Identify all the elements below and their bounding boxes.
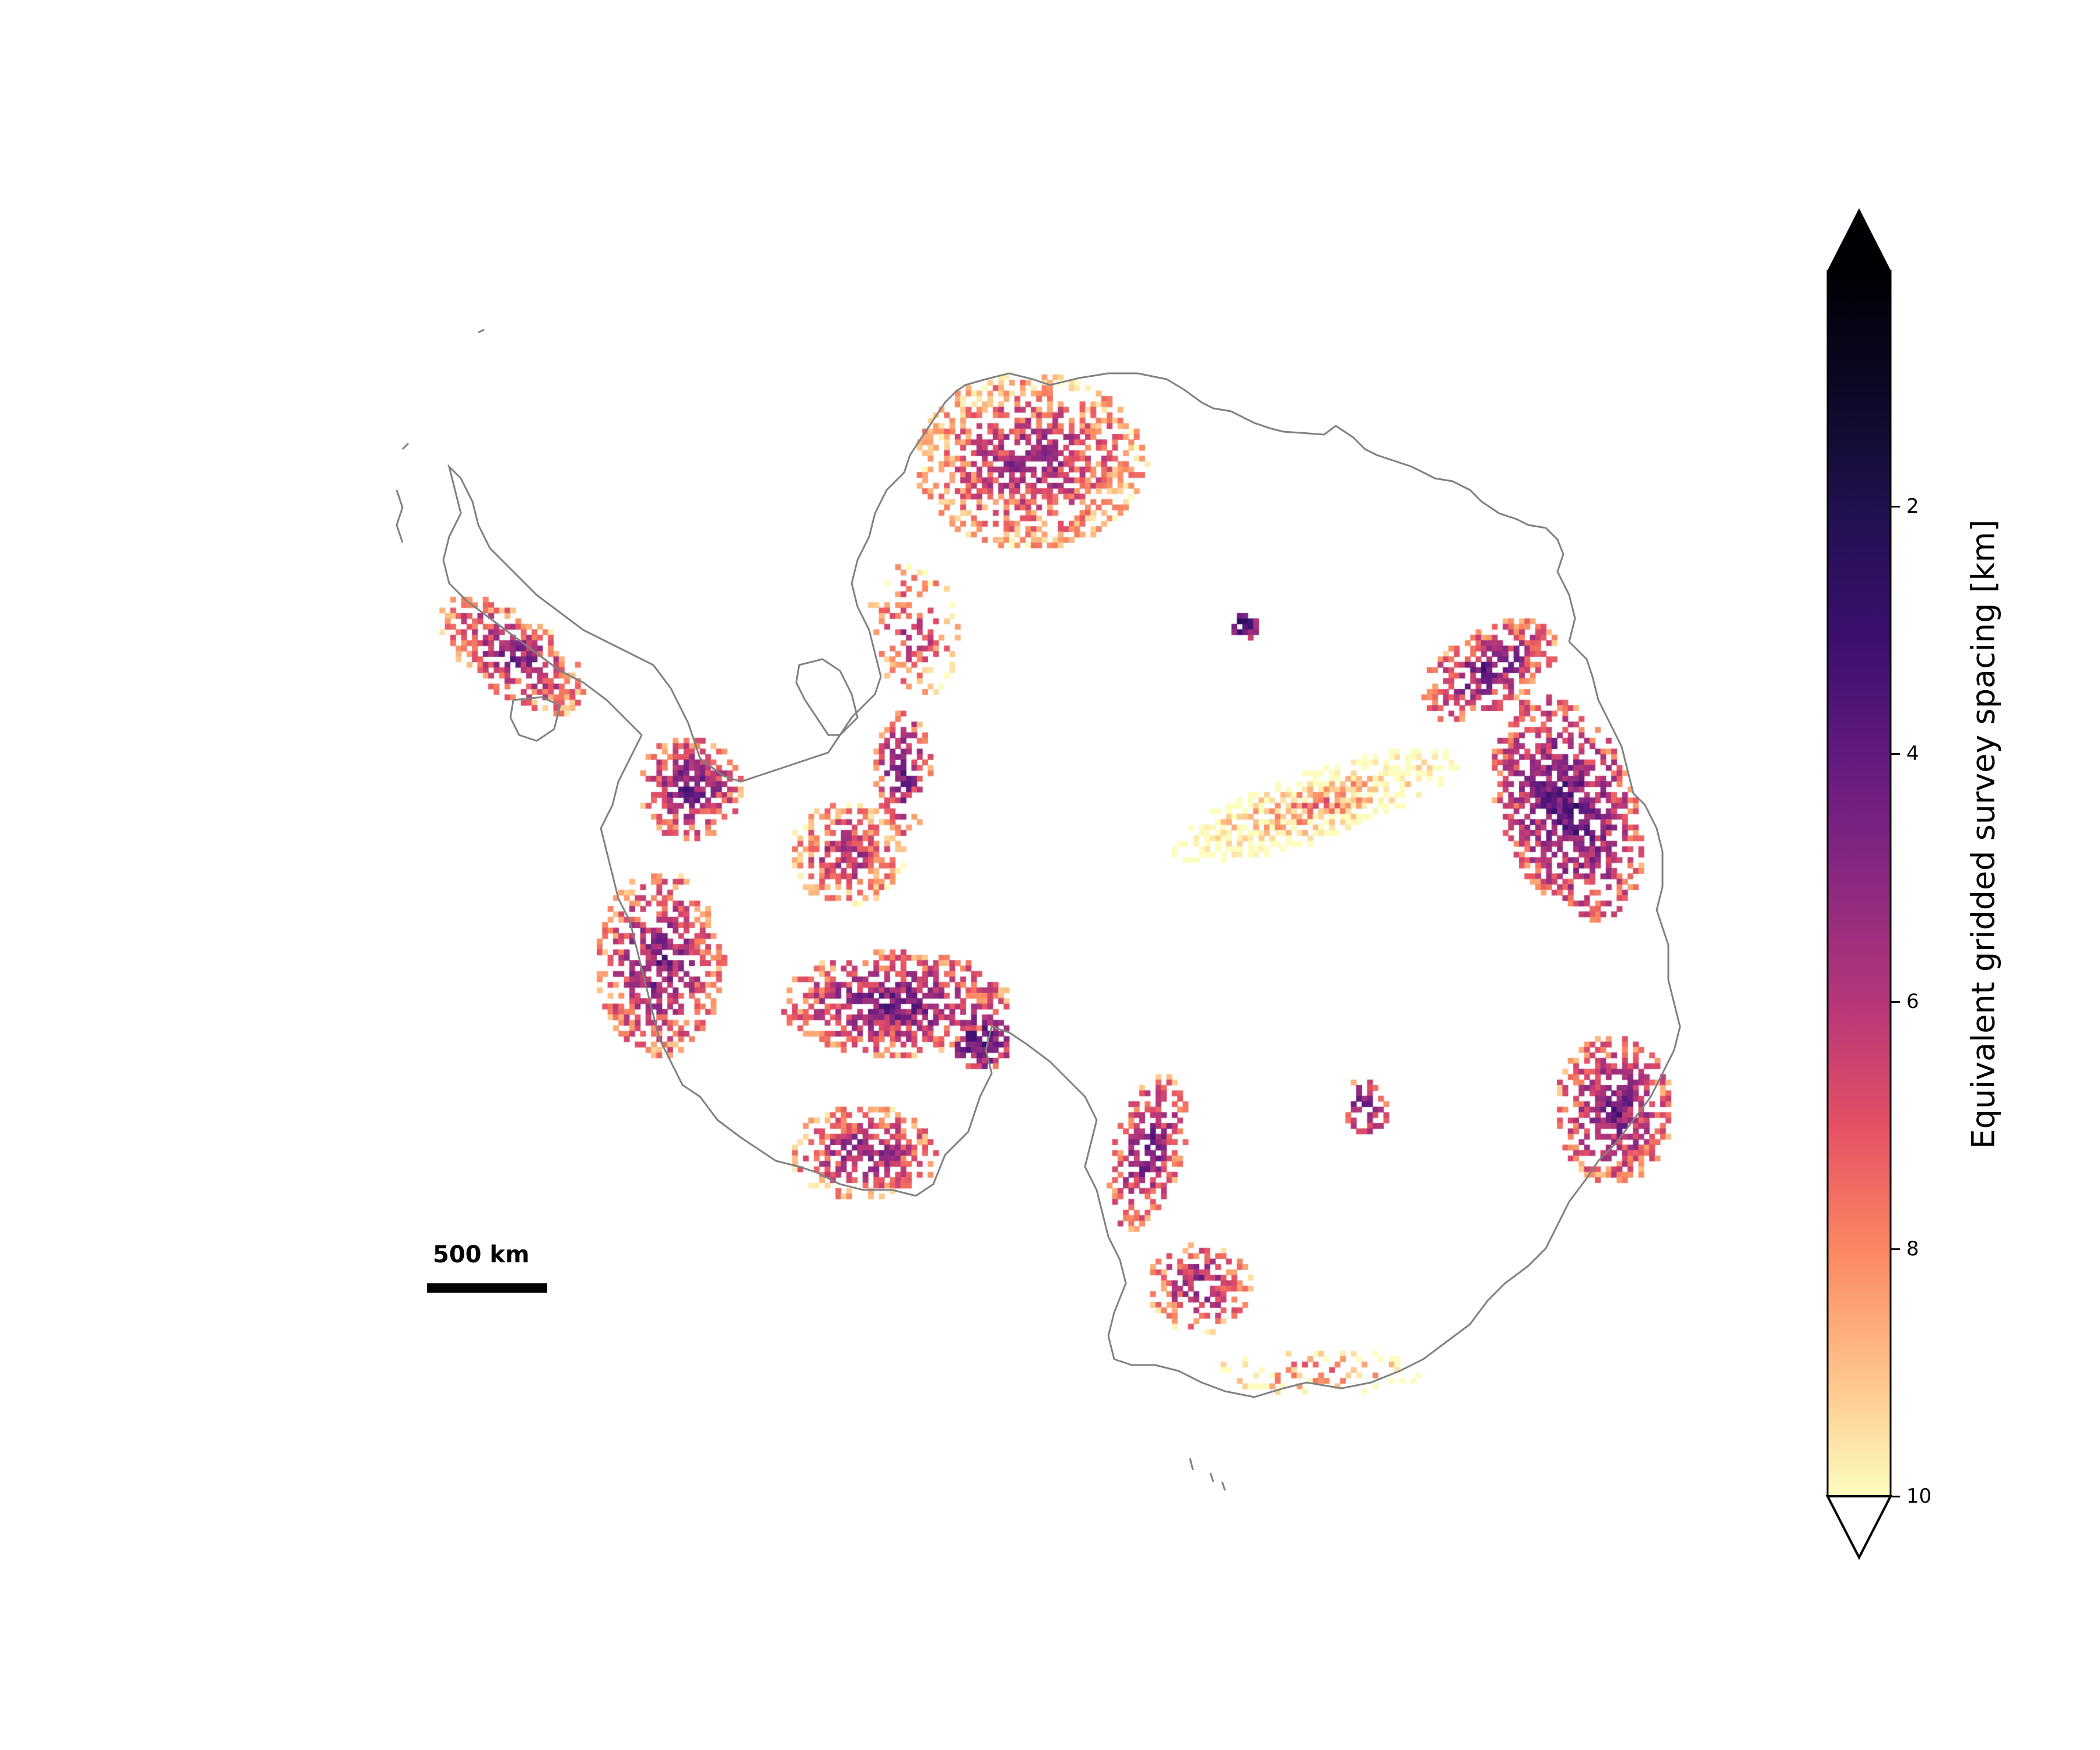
- colorbar-tick: [1891, 1248, 1900, 1250]
- colorbar-tick-label: 8: [1906, 1237, 1919, 1261]
- colorbar-tick: [1891, 1496, 1900, 1497]
- colorbar-tick: [1891, 753, 1900, 755]
- scalebar-label: 500 km: [433, 1241, 530, 1268]
- colorbar-tick: [1891, 506, 1900, 508]
- scalebar-bar: [427, 1283, 547, 1293]
- colorbar-label: Equivalent gridded survey spacing [km]: [1965, 519, 2002, 1149]
- colorbar-tick-label: 2: [1906, 495, 1919, 518]
- colorbar-tick: [1891, 1000, 1900, 1003]
- colorbar-tick-label: 4: [1906, 742, 1919, 766]
- colorbar-tick-label: 6: [1906, 989, 1919, 1013]
- colorbar-tick-label: 10: [1906, 1485, 1932, 1508]
